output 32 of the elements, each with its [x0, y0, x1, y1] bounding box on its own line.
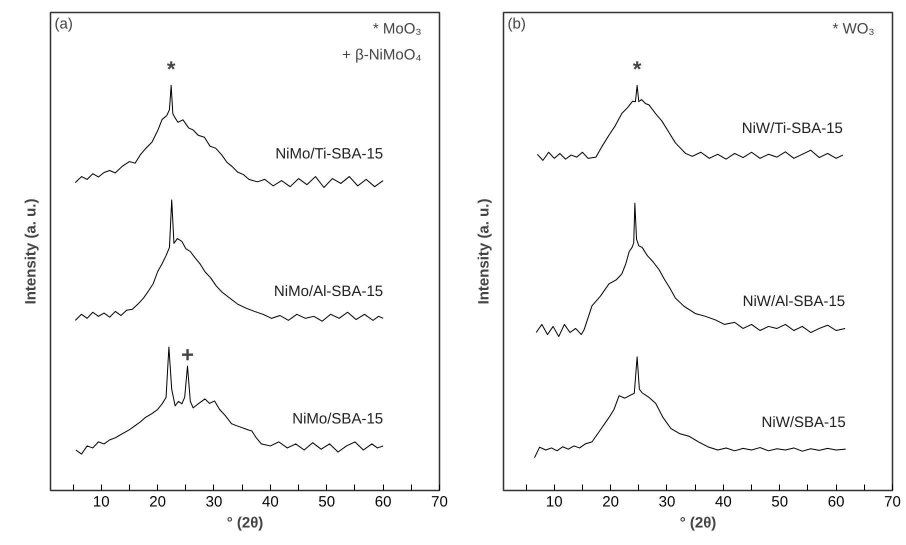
y-axis-title: Intensity (a. u.)	[476, 198, 492, 304]
x-tick-label: 30	[658, 494, 676, 510]
series-label: NiMo/Al-SBA-15	[274, 283, 384, 300]
chart-title: (a)	[54, 16, 73, 32]
text: * MoO₃	[372, 20, 422, 38]
series-label: NiW/Al-SBA-15	[742, 293, 846, 310]
x-tick-label: 70	[884, 494, 901, 510]
x-axis-title: ° (2θ)	[680, 514, 716, 532]
x-tick-label: 50	[318, 494, 336, 510]
series-label: NiMo/Ti-SBA-15	[275, 145, 384, 162]
series-label: NiW/Ti-SBA-15	[742, 120, 843, 137]
x-tick-label: 40	[715, 494, 732, 510]
x-tick-label: 30	[206, 494, 222, 510]
x-tick-label: 50	[771, 494, 788, 510]
text: + β-NiMoO₄	[342, 46, 422, 64]
x-tick-label: 60	[828, 494, 844, 510]
x-tick-label: 10	[92, 494, 110, 510]
x-tick-label: 20	[602, 494, 619, 510]
text: * WO₃	[832, 20, 875, 38]
x-tick-label: 40	[262, 494, 279, 510]
series-label: NiMo/SBA-15	[292, 410, 384, 428]
annotation: *	[166, 56, 176, 82]
annotation: +	[181, 342, 194, 368]
chart-title: (b)	[508, 16, 526, 32]
x-axis-title: ° (2θ)	[226, 514, 264, 532]
x-tick-label: 10	[546, 494, 563, 510]
y-axis-title: Intensity (a. u.)	[22, 198, 40, 304]
x-tick-label: 70	[431, 494, 448, 510]
x-tick-label: 60	[374, 494, 392, 510]
series-label: NiW/SBA-15	[762, 414, 846, 431]
x-tick-label: 20	[149, 494, 166, 510]
annotation: *	[632, 56, 642, 82]
